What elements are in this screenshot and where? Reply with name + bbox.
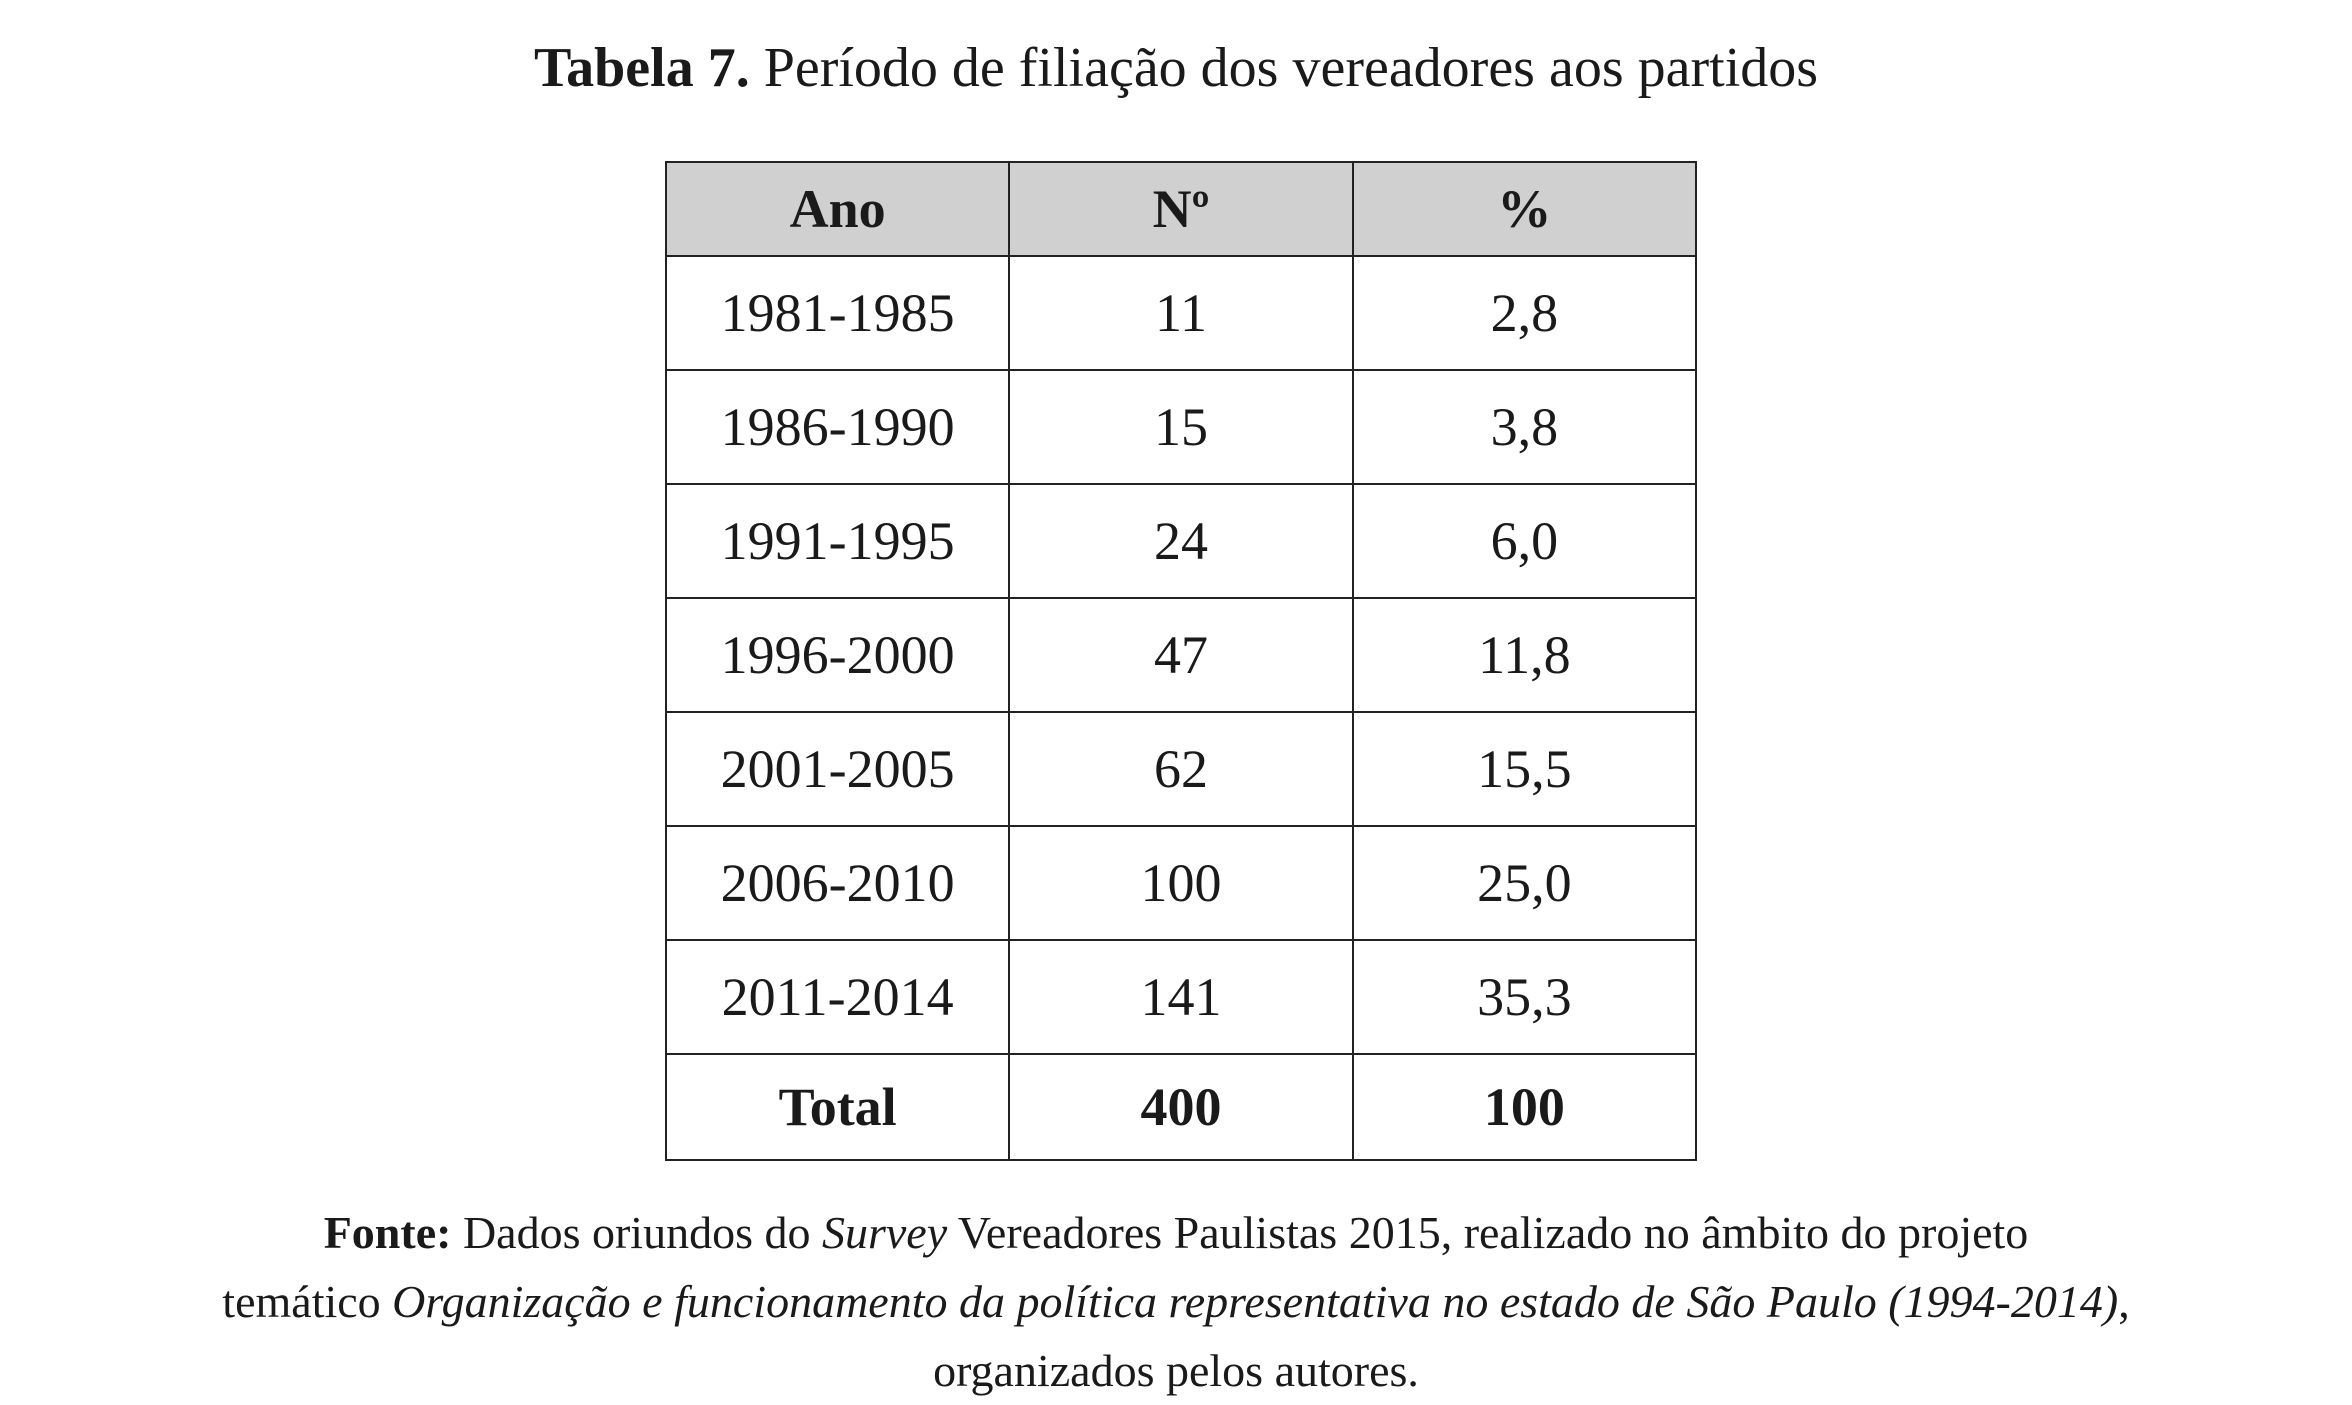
table-cell: 1991-1995 <box>664 483 1011 599</box>
table-row: 1981-1985 11 2,8 <box>664 255 1698 371</box>
table-cell: 62 <box>1008 711 1354 827</box>
table-cell: 1986-1990 <box>664 369 1011 485</box>
source-text: Vereadores Paulistas 2015, realizado no … <box>947 1207 2029 1258</box>
title-text: Período de filiação dos vereadores aos p… <box>763 37 1819 99</box>
table-cell: 47 <box>1008 597 1354 713</box>
total-cell: 400 <box>1008 1053 1354 1161</box>
total-row: Total 400 100 <box>664 1053 1698 1161</box>
table-row: 2011-2014 141 35,3 <box>664 939 1698 1055</box>
table-cell: 2,8 <box>1351 255 1698 371</box>
header-cell: Ano <box>664 161 1011 257</box>
source-text: , <box>2118 1276 2130 1327</box>
table-cell: 24 <box>1008 483 1354 599</box>
table-title: Tabela 7. Período de filiação dos veread… <box>0 36 2352 100</box>
table-cell: 100 <box>1008 825 1354 941</box>
table-cell: 1996-2000 <box>664 597 1011 713</box>
table-cell: 25,0 <box>1351 825 1698 941</box>
table-row: 2006-2010 100 25,0 <box>664 825 1698 941</box>
header-row: Ano Nº% <box>664 161 1698 257</box>
source-note: Fonte: Dados oriundos do Survey Vereador… <box>0 1198 2352 1405</box>
source-italic: Survey <box>821 1207 948 1258</box>
table-body: 1981-1985 11 2,8 1986-1990 15 3,8 1991-1995 24 6… <box>664 255 1698 1161</box>
table-cell: 6,0 <box>1351 483 1698 599</box>
table-row: 2001-2005 62 15,5 <box>664 711 1698 827</box>
source-text: Dados oriundos do <box>451 1207 822 1258</box>
table-cell: 2001-2005 <box>664 711 1011 827</box>
total-cell: 100 <box>1351 1053 1698 1161</box>
table-cell: 3,8 <box>1351 369 1698 485</box>
table-cell: 35,3 <box>1351 939 1698 1055</box>
data-table: Ano Nº% 1981-1985 11 2,8 1986-1990 15 3,8 1991-… <box>664 161 1698 1161</box>
header-cell: Nº <box>1008 161 1354 257</box>
source-text: organizados pelos autores. <box>933 1345 1419 1396</box>
total-cell: Total <box>664 1053 1011 1161</box>
source-italic: Organização e funcionamento da política … <box>392 1276 2119 1327</box>
source-text: temático <box>222 1276 393 1327</box>
source-label: Fonte: <box>323 1207 452 1258</box>
title-label: Tabela 7. <box>533 37 750 99</box>
table-cell: 1981-1985 <box>664 255 1011 371</box>
table-cell: 2011-2014 <box>664 939 1011 1055</box>
table-cell: 11 <box>1008 255 1354 371</box>
table-cell: 15 <box>1008 369 1354 485</box>
table-cell: 11,8 <box>1351 597 1698 713</box>
table-cell: 2006-2010 <box>664 825 1011 941</box>
table-row: 1991-1995 24 6,0 <box>664 483 1698 599</box>
table-cell: 141 <box>1008 939 1354 1055</box>
table-cell: 15,5 <box>1351 711 1698 827</box>
header-cell: % <box>1351 161 1698 257</box>
table-row: 1986-1990 15 3,8 <box>664 369 1698 485</box>
table-row: 1996-2000 47 11,8 <box>664 597 1698 713</box>
